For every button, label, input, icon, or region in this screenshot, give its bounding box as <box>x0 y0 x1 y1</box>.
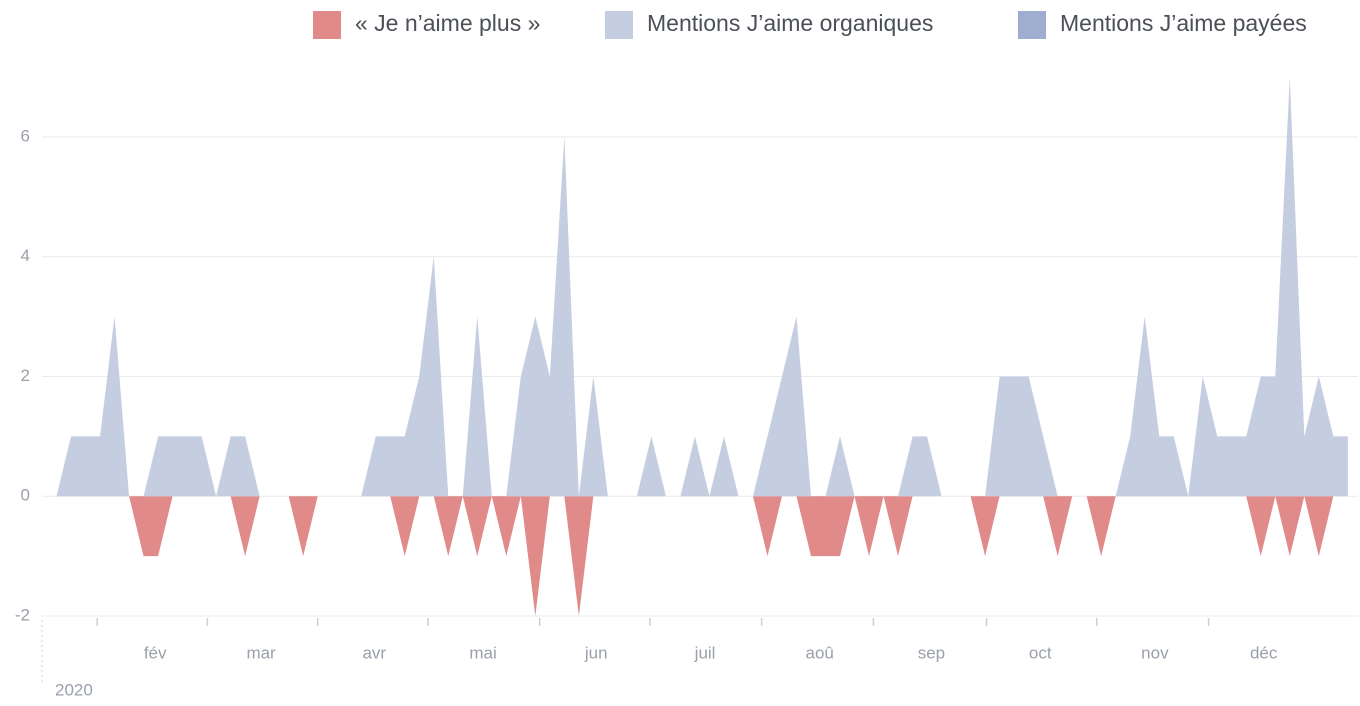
x-tick-label: aoû <box>806 643 834 662</box>
legend-label: Mentions J’aime payées <box>1060 10 1307 36</box>
x-tick-label: avr <box>362 643 386 662</box>
y-tick-label: 2 <box>21 366 30 385</box>
x-tick-label: déc <box>1250 643 1278 662</box>
x-tick-label: mar <box>246 643 276 662</box>
year-label: 2020 <box>55 680 93 699</box>
y-tick-label: -2 <box>15 605 30 624</box>
x-tick-label: nov <box>1141 643 1169 662</box>
y-tick-label: 4 <box>21 246 30 265</box>
x-tick-label: mai <box>469 643 496 662</box>
x-tick-label: fév <box>144 643 167 662</box>
legend-swatch <box>1018 11 1046 39</box>
x-tick-label: jun <box>584 643 608 662</box>
x-tick-label: oct <box>1029 643 1052 662</box>
y-tick-label: 0 <box>21 486 30 505</box>
legend-label: « Je n’aime plus » <box>355 10 540 36</box>
legend-swatch <box>313 11 341 39</box>
legend-label: Mentions J’aime organiques <box>647 10 933 36</box>
y-tick-label: 6 <box>21 126 30 145</box>
x-tick-label: sep <box>918 643 945 662</box>
legend-swatch <box>605 11 633 39</box>
x-tick-label: juil <box>694 643 716 662</box>
area <box>56 77 1348 497</box>
area <box>56 496 1348 616</box>
